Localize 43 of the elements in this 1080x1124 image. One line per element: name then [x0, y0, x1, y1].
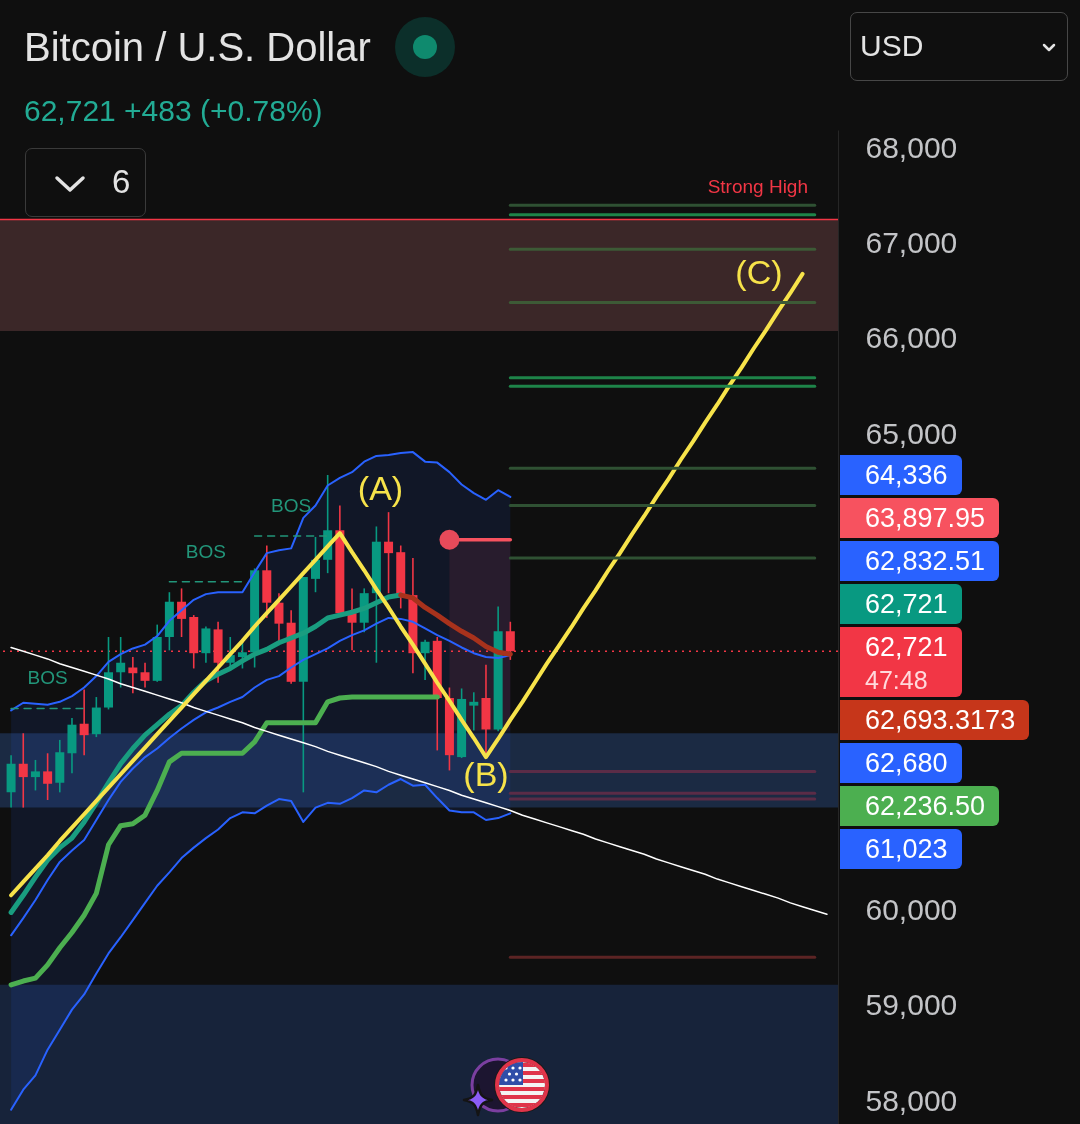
y-tick-label: 66,000	[865, 321, 958, 355]
text: 62,680	[865, 747, 948, 780]
text: 62,721	[865, 588, 948, 621]
candlestick	[140, 661, 150, 689]
candlestick	[18, 732, 28, 809]
dropdown-field: USD	[850, 12, 1068, 81]
candlestick	[30, 759, 40, 792]
line-series	[10, 451, 512, 712]
text: 62,832.51	[865, 545, 986, 578]
series-label: BOS	[271, 494, 312, 516]
candlestick	[237, 641, 247, 670]
text: 63,897.95	[865, 502, 986, 535]
series-label: BOS	[27, 667, 68, 689]
data-label: (B)	[463, 755, 509, 794]
dropdown-field: 6	[25, 148, 146, 217]
series-label: BOS	[185, 540, 226, 562]
data-label: (C)	[735, 252, 783, 291]
line-series	[10, 646, 828, 916]
candlestick	[469, 691, 479, 732]
data-label: (A)	[357, 469, 404, 508]
y-tick-label: 65,000	[865, 416, 958, 450]
text: 62,693.3173	[865, 704, 1016, 737]
text: 62,236.50	[865, 790, 986, 823]
candlestick	[116, 636, 126, 689]
text: 61,023	[865, 833, 948, 866]
y-tick-label: 67,000	[865, 225, 958, 259]
text: 47:48	[865, 666, 929, 696]
candlestick	[43, 752, 53, 801]
y-tick-label: 59,000	[865, 988, 958, 1022]
candlestick	[420, 639, 430, 681]
chart-title: Bitcoin / U.S. Dollar	[24, 24, 371, 71]
text: 62,721	[865, 631, 948, 664]
text: 64,336	[865, 459, 948, 492]
annotation: 6	[112, 163, 131, 201]
y-tick-label: 58,000	[865, 1083, 958, 1117]
line-series	[10, 616, 512, 937]
candlestick	[384, 511, 394, 594]
y-tick-label: 60,000	[865, 893, 958, 927]
y-tick-label: 68,000	[865, 130, 958, 164]
candlestick	[274, 592, 284, 643]
chart-subtitle: 62,721 +483 (+0.78%)	[24, 93, 323, 129]
candlestick	[79, 688, 89, 756]
ref-line-label: Strong High	[707, 175, 808, 197]
